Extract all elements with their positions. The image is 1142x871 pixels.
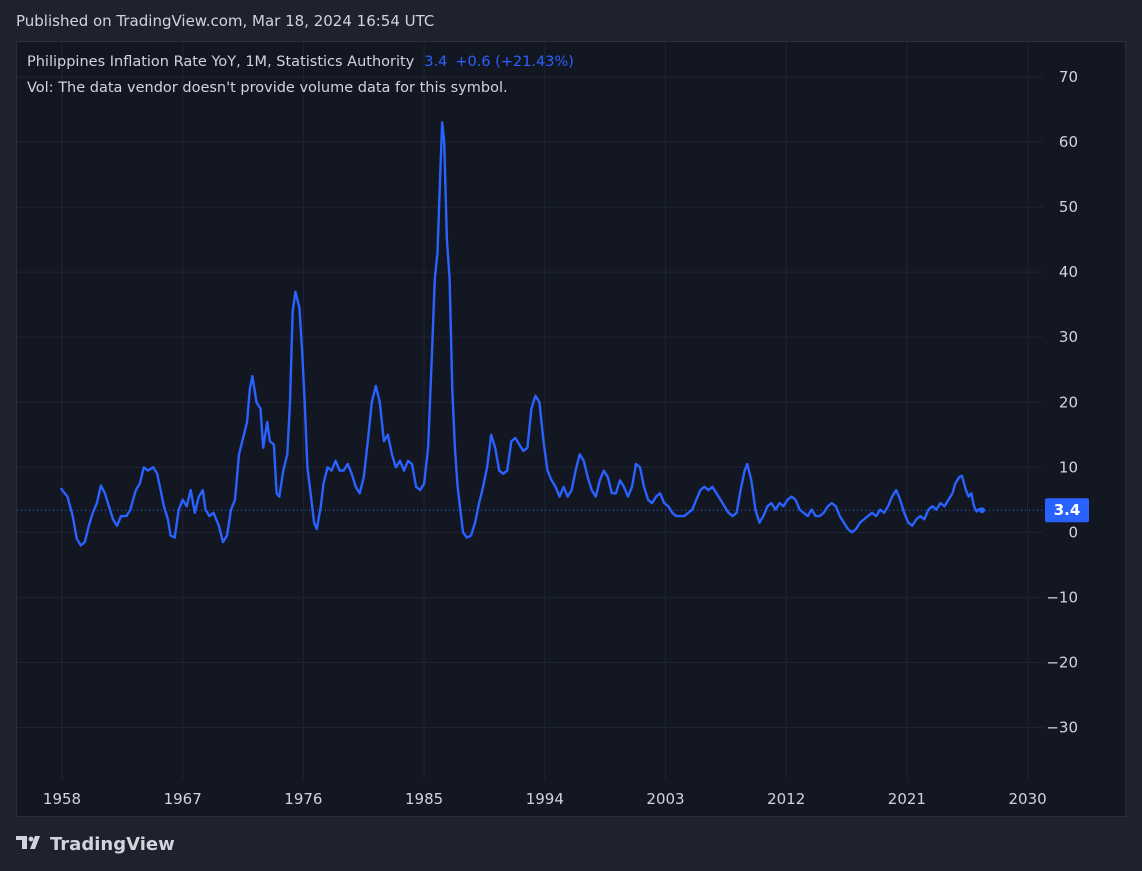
x-tick-label: 1976 (284, 790, 322, 808)
last-value-point (979, 507, 986, 514)
y-tick-label: 20 (1059, 393, 1078, 411)
x-tick-label: 1958 (43, 790, 81, 808)
published-banner: Published on TradingView.com, Mar 18, 20… (16, 12, 435, 30)
x-tick-label: 2003 (646, 790, 684, 808)
y-tick-label: 40 (1059, 263, 1078, 281)
y-tick-label: 50 (1059, 198, 1078, 216)
series-legend[interactable]: Philippines Inflation Rate YoY, 1M, Stat… (27, 54, 574, 70)
volume-note: Vol: The data vendor doesn't provide vol… (27, 80, 508, 96)
y-tick-label: 30 (1059, 328, 1078, 346)
price-label-badge[interactable] (1045, 498, 1089, 523)
last-value: 3.4 (424, 54, 448, 70)
y-tick-label: 60 (1059, 133, 1078, 151)
chart-pane[interactable] (16, 41, 1126, 817)
price-label-text: 3.4 (1054, 501, 1081, 519)
y-tick-label: 70 (1059, 68, 1078, 86)
tradingview-logo-icon (16, 834, 44, 855)
x-tick-label: 2012 (767, 790, 805, 808)
y-tick-label: 10 (1059, 458, 1078, 476)
x-tick-label: 2030 (1009, 790, 1047, 808)
y-tick-label: 0 (1068, 523, 1078, 541)
symbol-title[interactable]: Philippines Inflation Rate YoY, 1M, Stat… (27, 54, 415, 70)
brand-footer[interactable]: TradingView (16, 834, 175, 855)
change-value: +0.6 (+21.43%) (455, 54, 574, 70)
brand-name: TradingView (50, 834, 175, 855)
x-tick-label: 2021 (888, 790, 926, 808)
y-tick-label: −30 (1046, 719, 1078, 737)
x-tick-label: 1967 (164, 790, 202, 808)
x-tick-label: 1994 (526, 790, 564, 808)
y-tick-label: −10 (1046, 588, 1078, 606)
y-tick-label: −20 (1046, 653, 1078, 671)
inflation-series-line[interactable] (59, 121, 983, 547)
x-tick-label: 1985 (405, 790, 443, 808)
